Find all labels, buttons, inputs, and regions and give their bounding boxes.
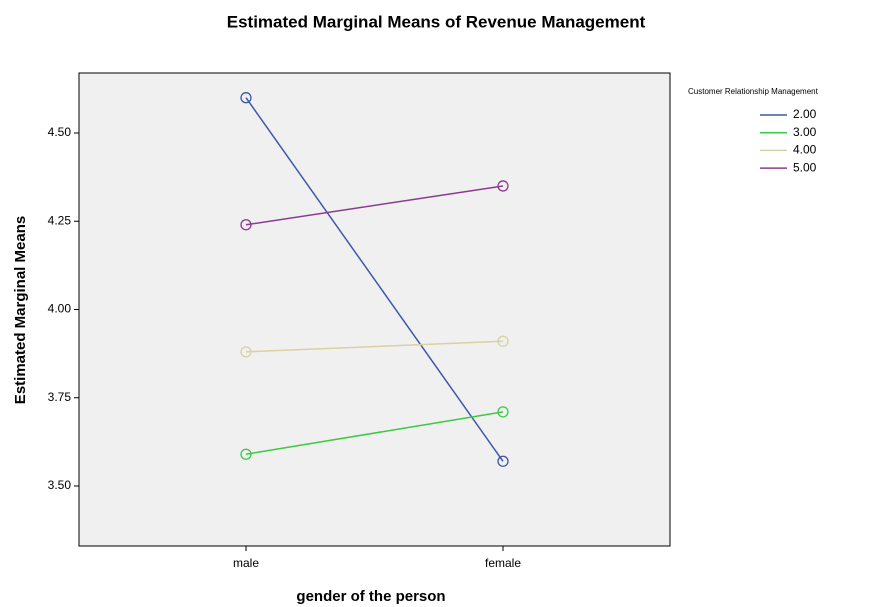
y-tick-label: 4.00	[48, 302, 72, 316]
x-axis-label: gender of the person	[296, 588, 445, 605]
x-tick-label: male	[233, 556, 259, 570]
y-tick-label: 4.25	[48, 213, 72, 227]
x-tick-label: female	[485, 556, 521, 570]
series-line	[245, 340, 504, 353]
series-line	[245, 97, 504, 462]
point-marker	[240, 448, 252, 460]
point-marker	[240, 346, 252, 358]
chart-title: Estimated Marginal Means of Revenue Mana…	[227, 12, 646, 31]
point-marker	[240, 219, 252, 231]
point-marker	[497, 180, 509, 192]
y-tick-label: 3.50	[48, 478, 72, 492]
y-tick-label: 3.75	[48, 390, 72, 404]
point-marker	[497, 406, 509, 418]
series-line	[245, 411, 504, 455]
legend-label: 3.00	[793, 125, 817, 139]
plot-area	[78, 72, 671, 547]
legend-label: 4.00	[793, 143, 817, 157]
point-marker	[497, 335, 509, 347]
series-line	[245, 185, 504, 226]
y-axis-label: Estimated Marginal Means	[12, 216, 29, 404]
point-marker	[497, 455, 509, 467]
legend-label: 5.00	[793, 160, 817, 174]
y-tick-label: 4.50	[48, 125, 72, 139]
point-marker	[240, 92, 252, 104]
legend-title: Customer Relationship Management	[688, 87, 819, 96]
legend-label: 2.00	[793, 107, 817, 121]
